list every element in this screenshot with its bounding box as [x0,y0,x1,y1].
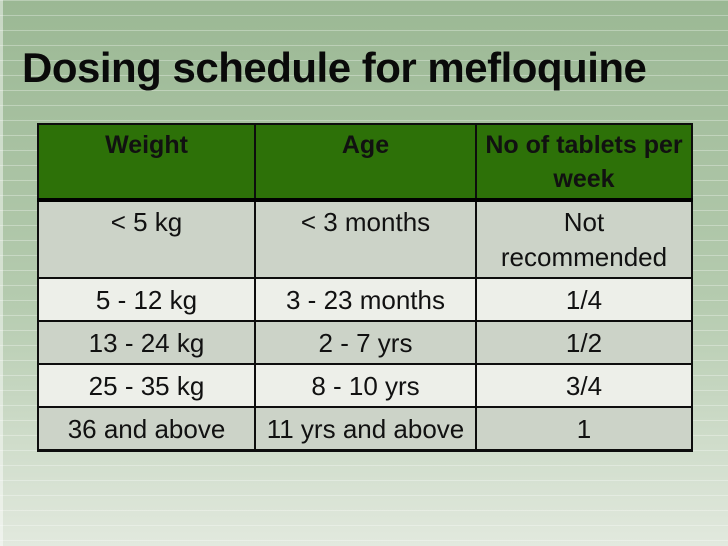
dosing-schedule-table: Weight Age No of tablets per week < 5 kg… [37,123,693,452]
table-row: 5 - 12 kg 3 - 23 months 1/4 [37,277,693,322]
dose-cell: 1/4 [475,277,693,322]
table-row: 25 - 35 kg 8 - 10 yrs 3/4 [37,363,693,408]
slide-title: Dosing schedule for mefloquine [22,44,647,91]
dose-cell: Not recommended [475,199,693,279]
dose-cell: 1 [475,406,693,452]
weight-cell: 36 and above [37,406,256,452]
age-cell: 3 - 23 months [254,277,477,322]
dose-cell: 3/4 [475,363,693,408]
table-row: 36 and above 11 yrs and above 1 [37,406,693,452]
weight-cell: 13 - 24 kg [37,320,256,365]
weight-cell: < 5 kg [37,199,256,279]
table-header-row: Weight Age No of tablets per week [37,123,693,202]
age-cell: < 3 months [254,199,477,279]
weight-cell: 5 - 12 kg [37,277,256,322]
column-header-tablets-per-week: No of tablets per week [475,123,693,202]
age-cell: 2 - 7 yrs [254,320,477,365]
table-row: 13 - 24 kg 2 - 7 yrs 1/2 [37,320,693,365]
weight-cell: 25 - 35 kg [37,363,256,408]
column-header-weight: Weight [37,123,256,202]
column-header-age: Age [254,123,477,202]
age-cell: 11 yrs and above [254,406,477,452]
age-cell: 8 - 10 yrs [254,363,477,408]
table-row: < 5 kg < 3 months Not recommended [37,199,693,279]
dose-cell: 1/2 [475,320,693,365]
slide-left-edge-highlight [0,0,3,546]
